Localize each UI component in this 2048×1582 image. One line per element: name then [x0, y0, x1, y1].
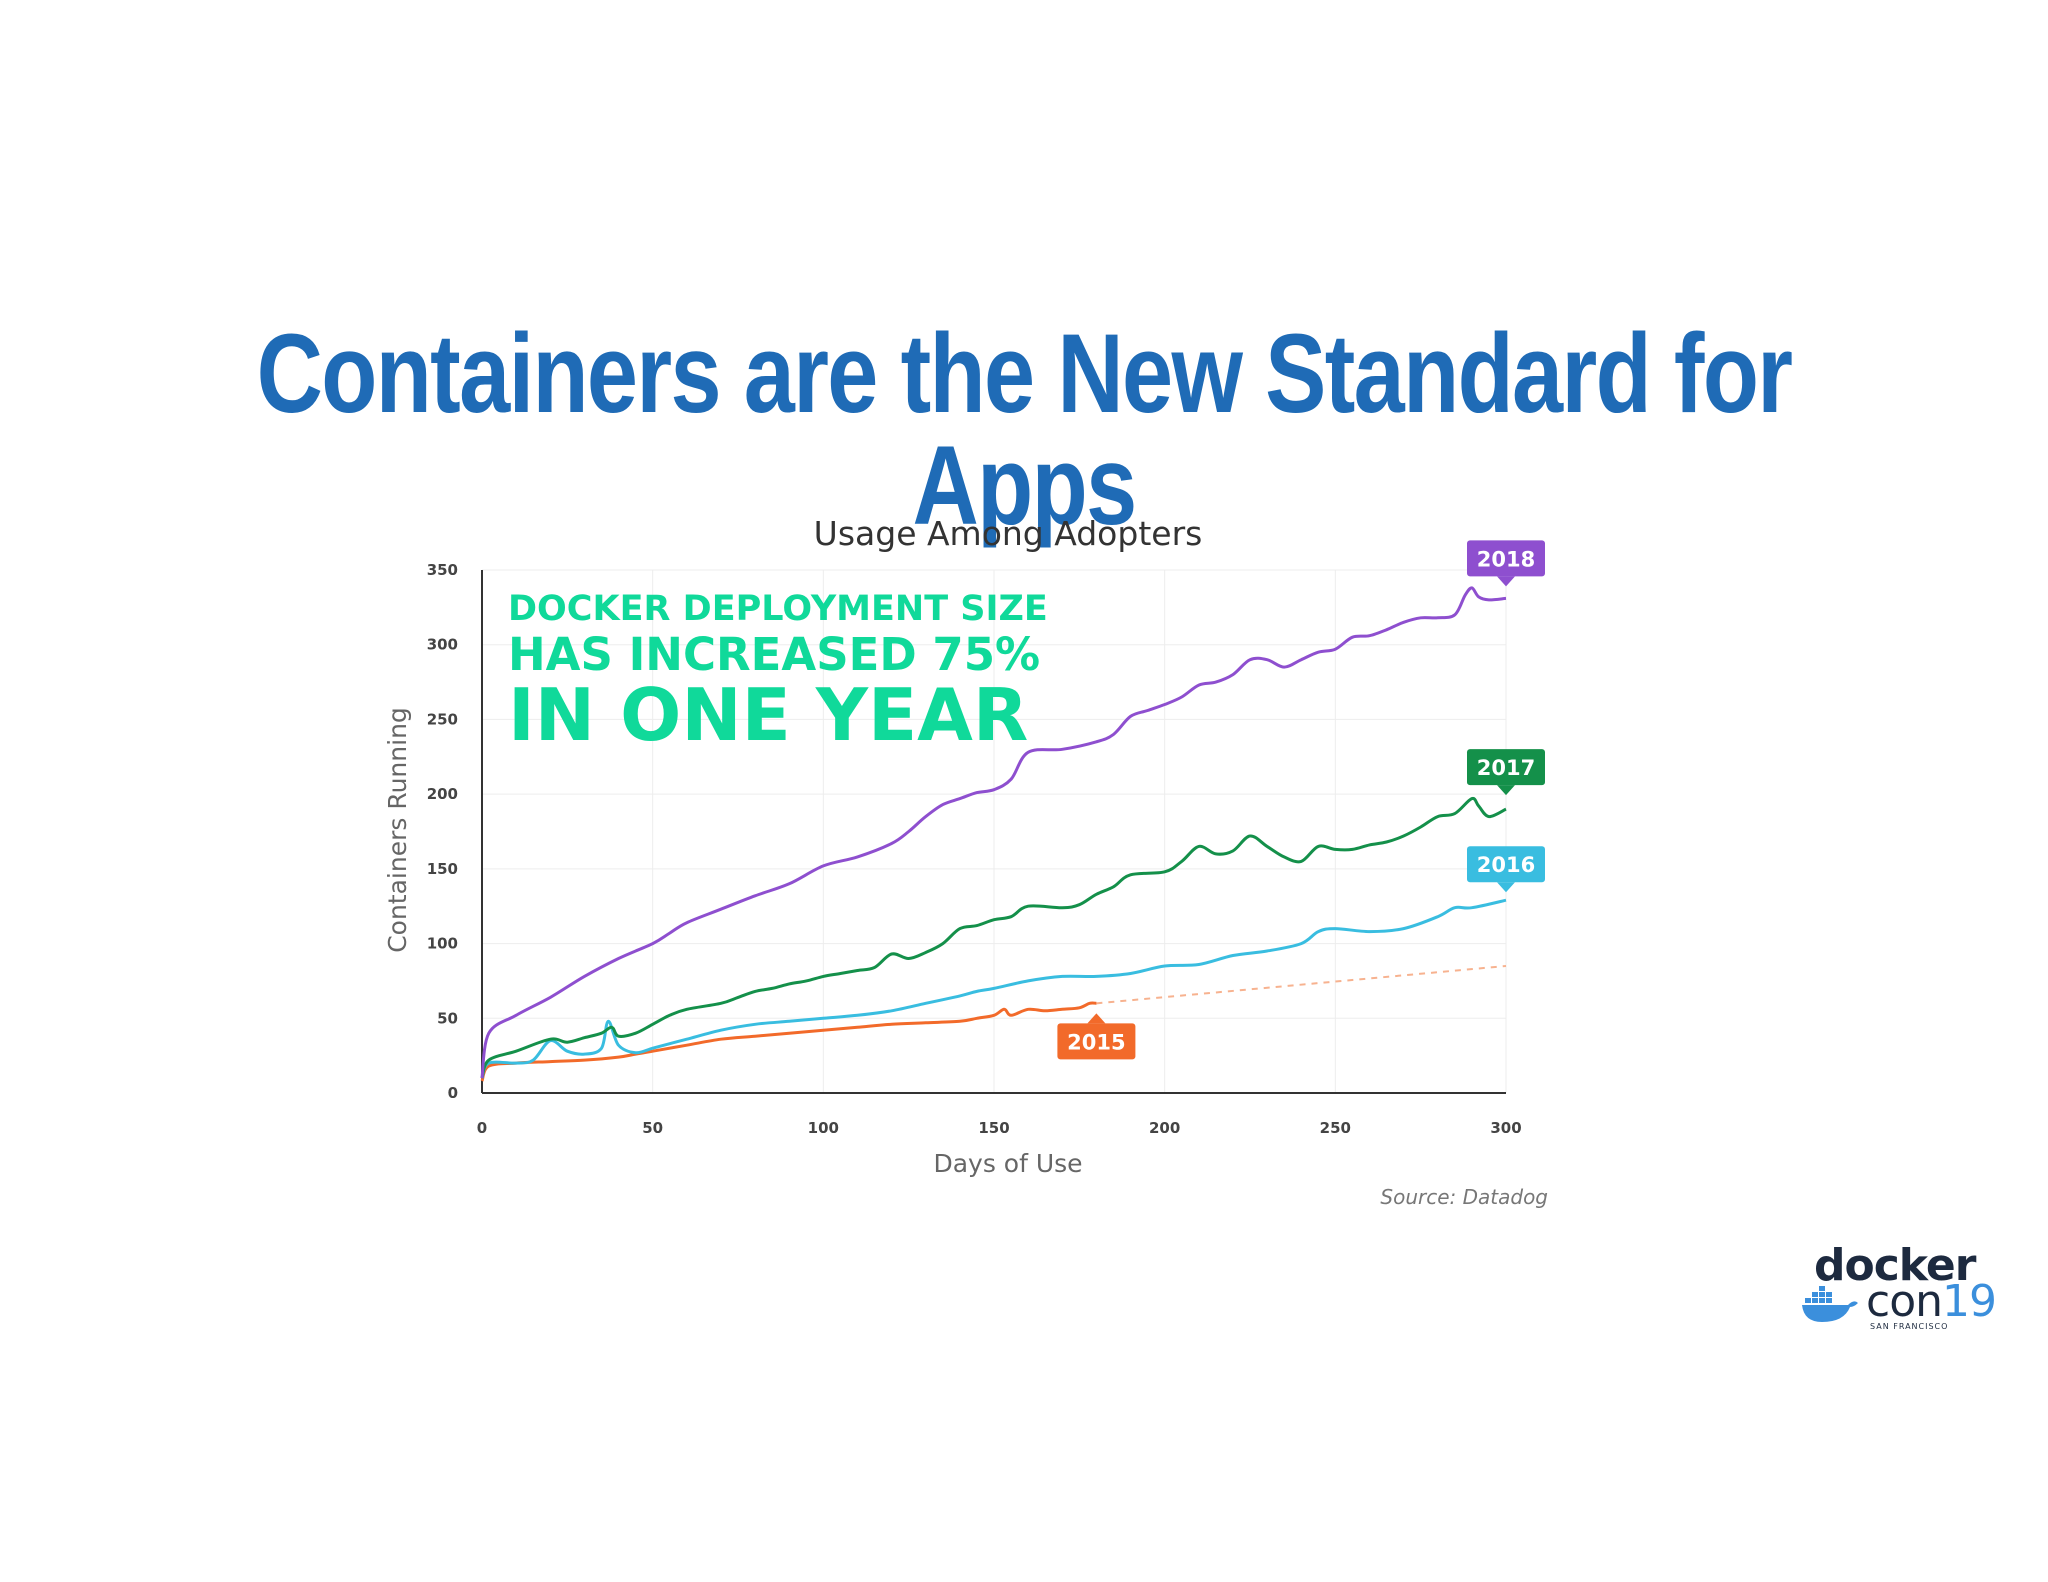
- series-badges: 2018 2017 2016 2015: [1057, 540, 1545, 1060]
- series-2015-badge: 2015: [1057, 1013, 1136, 1060]
- badge-label: 2016: [1477, 853, 1535, 877]
- y-tick-label: 150: [427, 860, 458, 878]
- x-tick-label: 200: [1149, 1119, 1180, 1137]
- series-2017-badge: 2017: [1467, 749, 1545, 796]
- x-tick-label: 0: [477, 1119, 487, 1137]
- y-tick-label: 100: [427, 935, 458, 953]
- series-lines: [480, 586, 1507, 1082]
- x-tick-label: 150: [978, 1119, 1009, 1137]
- x-tick-label: 250: [1320, 1119, 1351, 1137]
- badge-label: 2015: [1067, 1030, 1125, 1054]
- callout-line-1: DOCKER DEPLOYMENT SIZE: [508, 589, 1048, 629]
- chart-title: Usage Among Adopters: [814, 514, 1203, 553]
- callout-line-3: IN ONE YEAR: [508, 673, 1028, 757]
- y-tick-label: 200: [427, 785, 458, 803]
- badge-box: [1467, 540, 1545, 577]
- x-axis-label: Days of Use: [933, 1149, 1082, 1178]
- badge-box: [1467, 846, 1545, 883]
- x-tick-label: 50: [642, 1119, 663, 1137]
- x-tick-label: 300: [1490, 1119, 1521, 1137]
- grid: [482, 569, 1507, 1093]
- logo-con-word: con19: [1866, 1276, 1997, 1327]
- whale-icon: [1802, 1286, 1858, 1322]
- logo-city: SAN FRANCISCO: [1870, 1322, 1949, 1331]
- dockercon-logo: docker con19 SAN FRANCISCO: [1800, 1240, 2010, 1331]
- logo-docker-word: docker: [1814, 1240, 1976, 1291]
- y-tick-label: 50: [437, 1009, 458, 1027]
- callout-line-2: HAS INCREASED 75%: [508, 628, 1040, 681]
- badge-label: 2017: [1477, 756, 1535, 780]
- y-tick-label: 0: [448, 1084, 458, 1102]
- badge-pointer: [1497, 785, 1515, 796]
- series-2017-line: [480, 796, 1507, 1079]
- y-axis-label: Containers Running: [383, 707, 412, 953]
- badge-box: [1467, 749, 1545, 786]
- badge-label: 2018: [1477, 547, 1535, 571]
- slide-title: Containers are the New Standard for Apps: [256, 311, 1793, 548]
- series-2015-line: [480, 1001, 1097, 1082]
- badge-pointer: [1497, 882, 1515, 893]
- series-2018-line: [480, 586, 1507, 1079]
- y-tick-label: 250: [427, 710, 458, 728]
- x-tick-label: 100: [808, 1119, 839, 1137]
- y-tick-label: 300: [427, 636, 458, 654]
- series-2016-badge: 2016: [1467, 846, 1545, 893]
- series-2018-badge: 2018: [1467, 540, 1545, 587]
- badge-box: [1057, 1023, 1136, 1060]
- badge-pointer: [1087, 1013, 1106, 1024]
- series-2015-projection: [1096, 964, 1507, 1005]
- series-2016-line: [480, 898, 1507, 1079]
- logo-con-text: con: [1866, 1276, 1943, 1327]
- logo-year: 19: [1942, 1276, 1997, 1327]
- badge-pointer: [1497, 576, 1515, 587]
- axes: 0 50 100 150 200 250 300 350 0 50 100 150 200 250 300: [427, 561, 1522, 1137]
- y-tick-label: 350: [427, 561, 458, 579]
- source-note: Source: Datadog: [1380, 1185, 1548, 1209]
